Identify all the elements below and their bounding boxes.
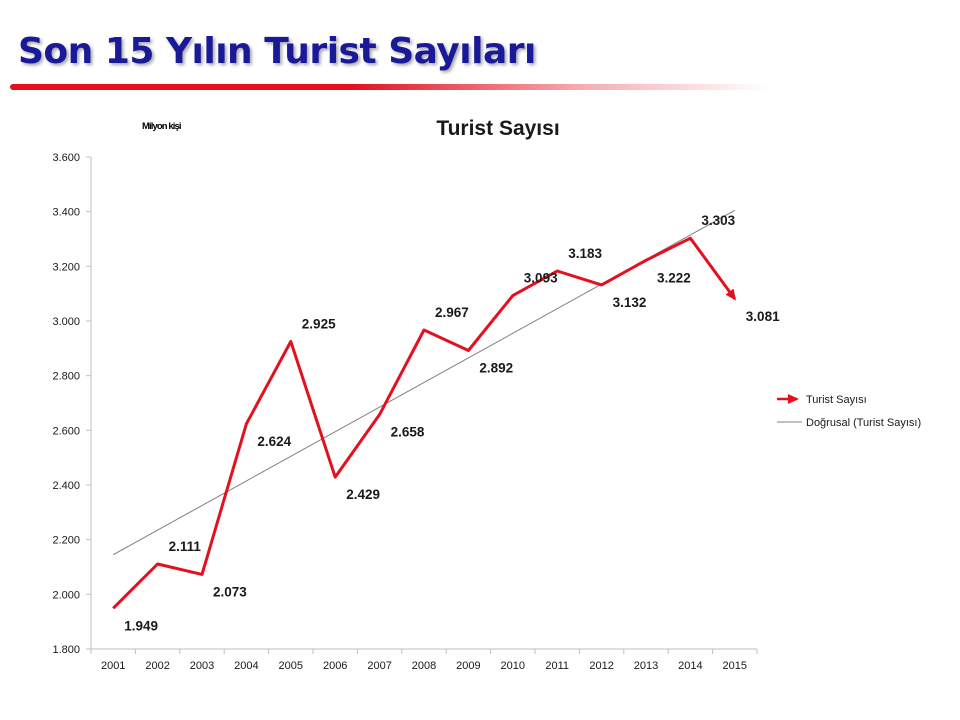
y-tick-label: 2.000 [52, 589, 80, 601]
series-line [112, 236, 737, 610]
chart-title: Turist Sayısı [436, 117, 559, 140]
y-tick-label: 3.000 [52, 316, 80, 328]
y-tick-label: 2.800 [52, 371, 80, 383]
x-tick-label: 2010 [501, 660, 525, 672]
x-tick-label: 2013 [634, 660, 658, 672]
data-label: 3.093 [524, 271, 558, 286]
x-tick-label: 2009 [456, 660, 480, 672]
slide-title: Son 15 Yılın Turist Sayıları [18, 31, 536, 72]
unit-label: Milyon kişi [142, 121, 181, 132]
data-label: 3.183 [568, 246, 602, 261]
y-tick-label: 1.800 [52, 644, 80, 656]
x-tick-label: 2011 [545, 660, 569, 672]
x-tick-label: 2015 [723, 660, 747, 672]
x-tick-label: 2007 [367, 660, 391, 672]
title-underline [10, 84, 770, 90]
data-label: 2.111 [169, 539, 202, 554]
x-tick-label: 2003 [190, 660, 214, 672]
x-tick-label: 2001 [101, 660, 125, 672]
y-tick-label: 2.200 [52, 535, 80, 547]
data-label: 2.073 [213, 584, 247, 599]
data-label: 3.132 [613, 295, 647, 310]
y-tick-label: 3.400 [52, 207, 80, 219]
data-label: 3.303 [701, 213, 735, 228]
legend-label-series: Turist Sayısı [806, 394, 867, 406]
x-tick-label: 2002 [145, 660, 169, 672]
data-label: 1.949 [124, 618, 158, 633]
data-label: 2.892 [479, 361, 513, 376]
legend-label-trendline: Doğrusal (Turist Sayısı) [806, 417, 921, 429]
x-tick-label: 2014 [678, 660, 702, 672]
x-tick-label: 2012 [589, 660, 613, 672]
x-tick-label: 2005 [279, 660, 303, 672]
y-tick-label: 2.400 [52, 480, 80, 492]
y-tick-label: 3.200 [52, 261, 80, 273]
data-label: 2.658 [391, 424, 425, 439]
data-label: 2.624 [257, 434, 291, 449]
x-tick-label: 2004 [234, 660, 258, 672]
data-label: 3.081 [746, 309, 780, 324]
data-label: 2.925 [302, 317, 336, 332]
data-label: 2.429 [346, 487, 380, 502]
x-tick-label: 2008 [412, 660, 436, 672]
data-label: 2.967 [435, 305, 469, 320]
y-tick-label: 2.600 [52, 425, 80, 437]
data-label: 3.222 [657, 270, 691, 285]
x-tick-label: 2006 [323, 660, 347, 672]
y-tick-label: 3.600 [52, 152, 80, 164]
